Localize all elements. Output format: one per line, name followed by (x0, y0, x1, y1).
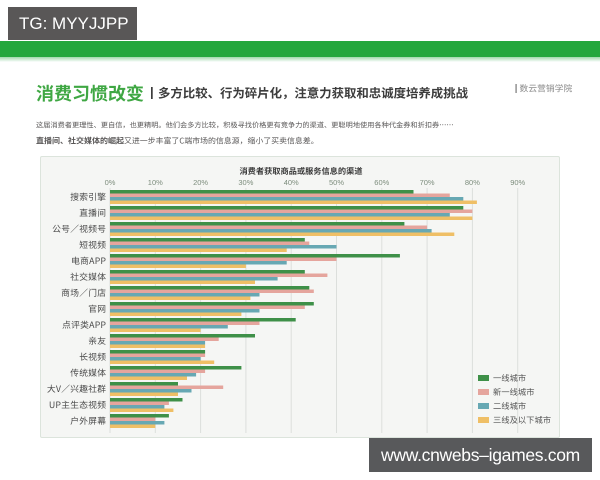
svg-text:80%: 80% (465, 178, 480, 187)
svg-text:40%: 40% (284, 178, 299, 187)
svg-text:90%: 90% (510, 178, 525, 187)
svg-text:50%: 50% (329, 178, 344, 187)
svg-text:10%: 10% (148, 178, 163, 187)
svg-text:30%: 30% (238, 178, 253, 187)
svg-text:0%: 0% (105, 178, 116, 187)
svg-text:20%: 20% (193, 178, 208, 187)
svg-text:60%: 60% (374, 178, 389, 187)
svg-text:70%: 70% (420, 178, 435, 187)
